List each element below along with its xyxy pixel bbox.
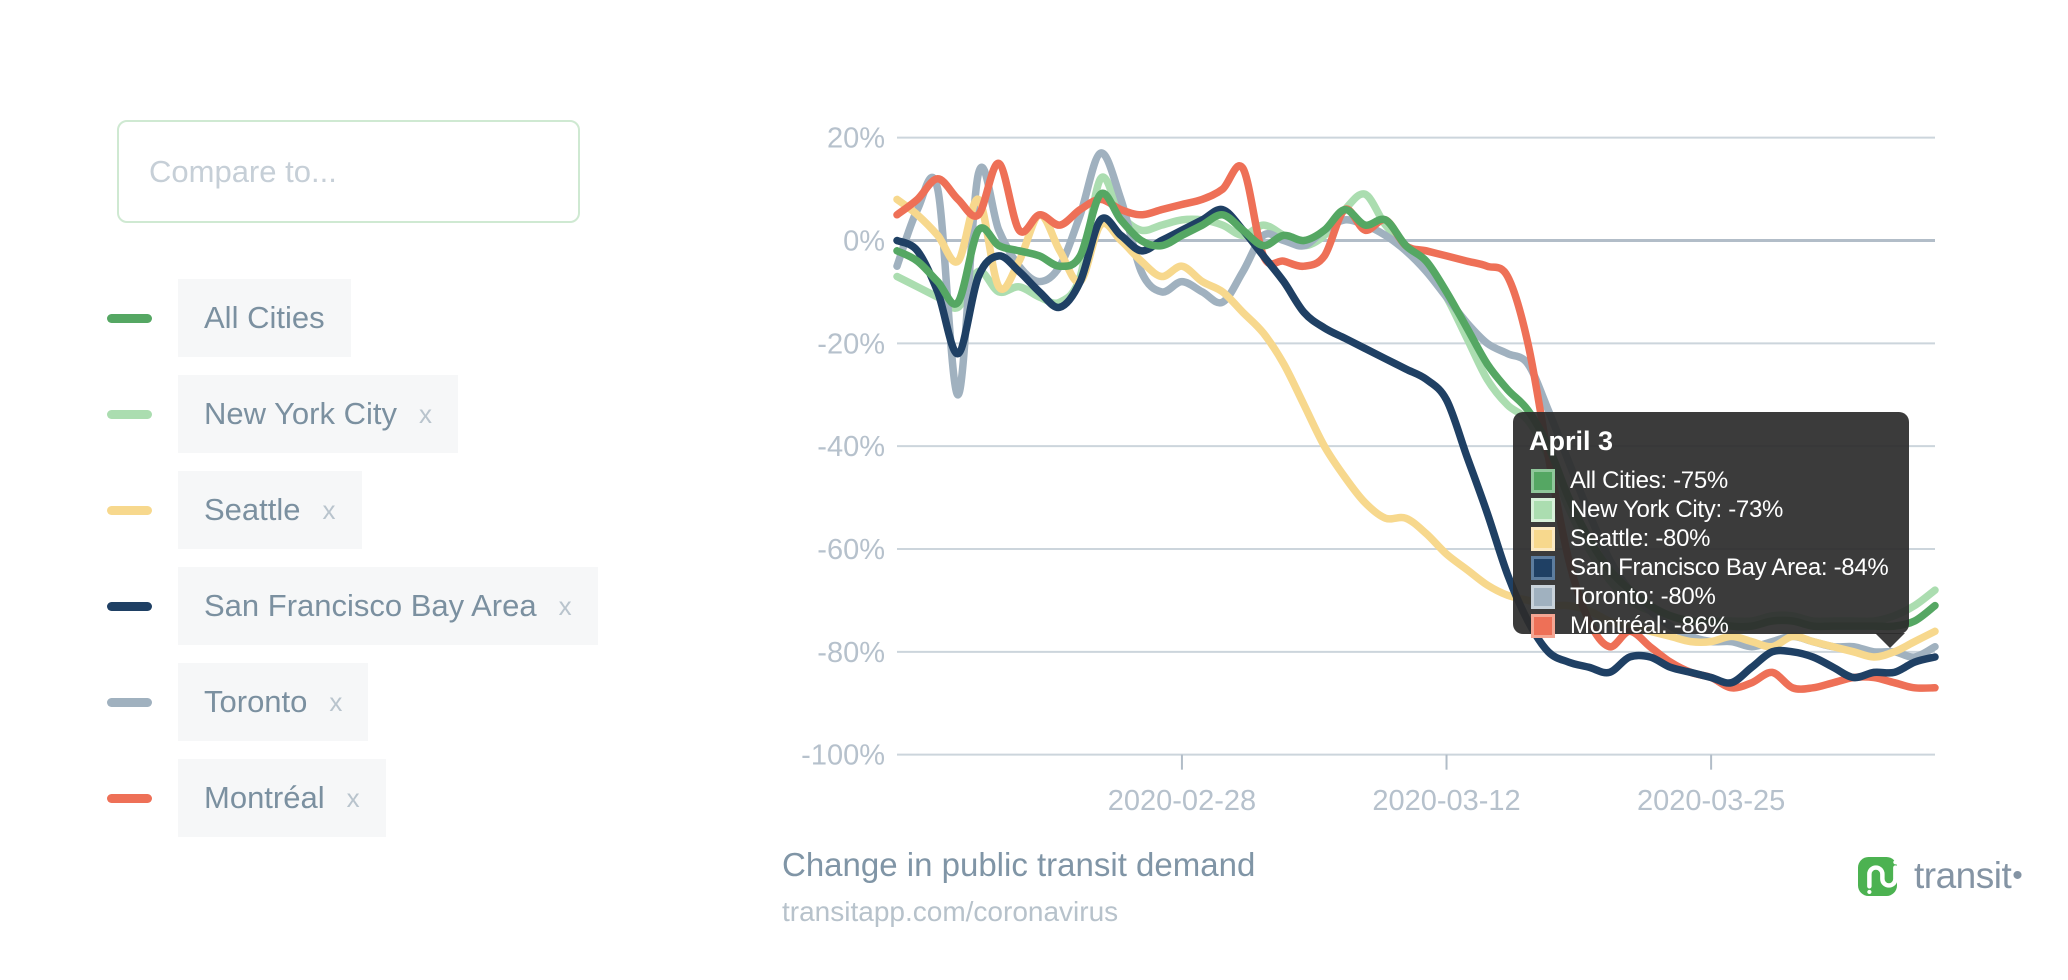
legend-label: New York City [204,396,397,431]
brand-wordmark: transit [1914,855,2012,896]
legend-item-seattle: Seattle x [107,471,362,549]
y-axis-tick-label: 0% [843,226,885,258]
chart-title: Change in public transit demand [782,846,1256,883]
remove-city-button[interactable]: x [329,686,343,717]
x-axis-tick-label: 2020-03-12 [1372,785,1520,817]
legend-item-san-francisco-bay-area: San Francisco Bay Area x [107,567,598,645]
remove-city-button[interactable]: x [558,590,572,621]
tooltip-row: Montréal: -86% [1527,611,1909,640]
tooltip-date-title: April 3 [1529,426,1614,456]
transit-logo-icon [1858,856,1897,896]
legend-item-toronto: Toronto x [107,663,369,741]
tooltip-caret [1875,633,1905,648]
legend-color-dash [107,697,152,707]
y-axis-tick-label: -100% [801,740,885,772]
chart-subtitle-url: transitapp.com/coronavirus [782,896,1119,927]
legend-pill: New York City x [178,375,458,453]
legend-pill: San Francisco Bay Area x [178,567,598,645]
series-line-toronto [893,149,1939,661]
legend-color-dash [107,313,152,323]
y-axis-tick-label: -80% [817,637,885,669]
remove-city-button[interactable]: x [346,782,360,813]
tooltip-swatch [1531,526,1555,551]
tooltip-row: Toronto: -80% [1527,582,1909,611]
remove-city-button[interactable]: x [418,398,432,429]
tooltip-row: All Cities: -75% [1527,466,1909,495]
tooltip-swatch [1531,613,1555,638]
legend-pill: Montréal x [178,759,386,837]
legend-color-dash [107,601,152,611]
legend-label: Montréal [204,780,325,815]
tooltip-row: Seattle: -80% [1527,524,1909,553]
compare-input[interactable] [117,120,580,223]
y-axis-tick-label: 20% [827,123,885,155]
tooltip-swatch [1531,584,1555,609]
x-axis-tick-label: 2020-02-28 [1108,785,1256,817]
x-axis-tick-label: 2020-03-25 [1637,785,1785,817]
remove-city-button[interactable]: x [322,494,336,525]
tooltip-swatch [1531,468,1555,493]
tooltip-swatch [1531,497,1555,522]
series-line-seattle [893,195,1939,661]
legend-color-dash [107,793,152,803]
chart-tooltip: April 3 All Cities: -75% New York City: … [1513,412,1909,648]
legend-pill: All Cities [178,279,351,357]
legend-label: Toronto [204,684,308,719]
y-axis-tick-label: -20% [817,328,885,360]
series-line-san-francisco-bay-area [893,205,1939,687]
transit-brand-link[interactable]: transit • [1858,855,2023,897]
legend-item-new-york-city: New York City x [107,375,458,453]
legend-label: Seattle [204,492,301,527]
tooltip-row: San Francisco Bay Area: -84% [1527,553,1909,582]
legend-pill: Toronto x [178,663,369,741]
legend-label: San Francisco Bay Area [204,588,537,623]
tooltip-row: New York City: -73% [1527,495,1909,524]
legend-item-all-cities: All Cities [107,279,351,357]
y-axis-tick-label: -40% [817,431,885,463]
tooltip-swatch [1531,555,1555,580]
legend-label: All Cities [204,300,325,335]
legend-pill: Seattle x [178,471,362,549]
legend-color-dash [107,409,152,419]
series-line-montr-al [893,159,1939,693]
legend-color-dash [107,505,152,515]
brand-trademark-dot: • [2012,859,2023,892]
legend-item-montreal: Montréal x [107,759,386,837]
y-axis-tick-label: -60% [817,534,885,566]
